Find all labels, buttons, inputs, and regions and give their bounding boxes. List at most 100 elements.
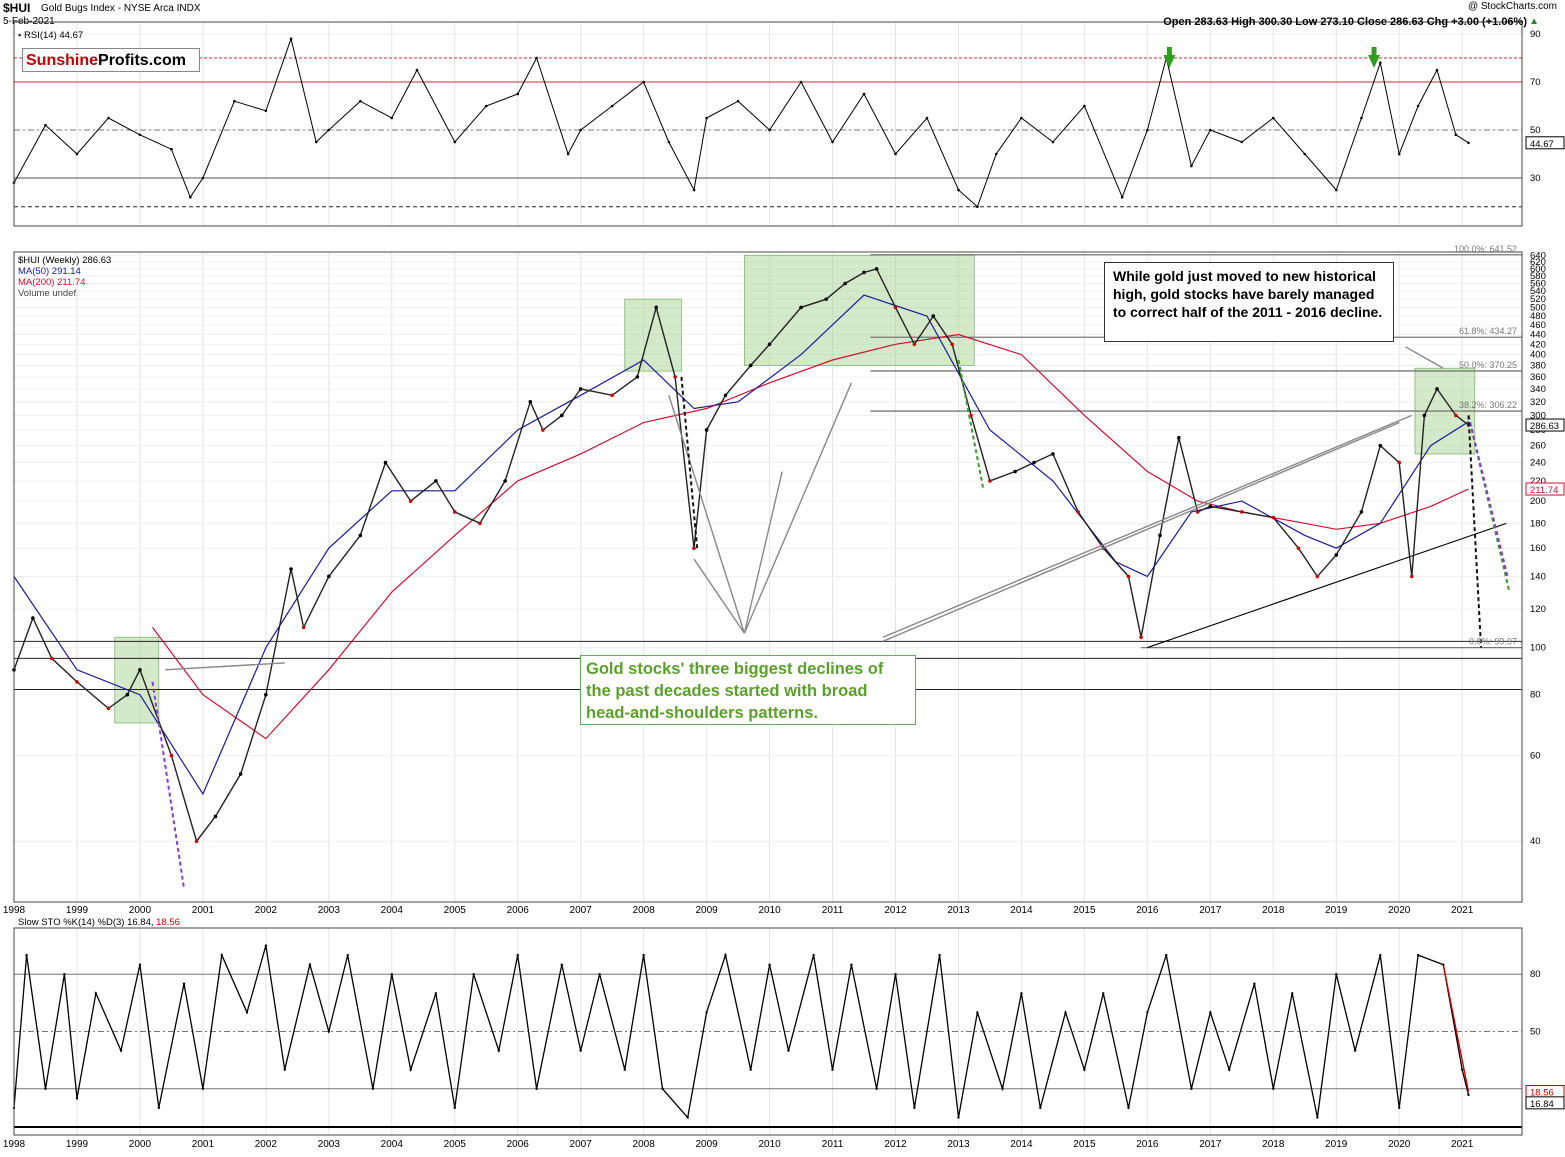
sto-k-point — [182, 982, 186, 985]
x-tick-label: 2003 — [318, 905, 341, 916]
price-point — [264, 692, 268, 697]
rsi-point — [415, 68, 419, 72]
x-tick-label: 1999 — [66, 1139, 89, 1150]
ma200-line — [152, 333, 1469, 740]
price-point — [1032, 460, 1036, 465]
sto-k-point — [705, 1011, 708, 1014]
sto-k-point — [1001, 1087, 1004, 1091]
price-point — [692, 546, 696, 551]
rsi-point — [705, 116, 708, 120]
x-tick-label: 2011 — [822, 1139, 844, 1150]
rsi-point — [894, 152, 897, 156]
price-point — [169, 753, 174, 758]
price-tick-label: 140 — [1530, 571, 1546, 582]
projection-purple — [1467, 415, 1509, 577]
rsi-point — [201, 176, 205, 180]
sto-k-point — [913, 1106, 916, 1110]
price-point — [194, 839, 199, 844]
sto-k-point — [831, 1068, 834, 1071]
rsi-legend: ▪ RSI(14) 44.67 — [18, 30, 84, 41]
sto-k-point — [686, 1116, 689, 1119]
price-tick-label: 400 — [1530, 350, 1546, 361]
annotation-lines — [151, 47, 1511, 889]
price-point — [75, 680, 79, 684]
sto-k-point — [157, 1106, 161, 1110]
rsi-point — [799, 80, 803, 84]
sto-k-point — [724, 953, 727, 957]
reference-lines — [14, 57, 1522, 1128]
sto-k-point — [1416, 953, 1420, 957]
price-point — [893, 305, 898, 310]
price-tick-label: 420 — [1530, 339, 1546, 350]
price-point — [748, 363, 753, 368]
price-point — [327, 574, 331, 579]
support-trendline — [1147, 522, 1507, 649]
price-tick-label: 480 — [1530, 311, 1546, 322]
sto-k-point — [661, 1087, 664, 1091]
hs-zone — [624, 298, 682, 372]
price-point — [1177, 435, 1181, 440]
price-point — [1076, 510, 1080, 514]
sto-k-point — [642, 953, 645, 957]
hs-zone — [114, 636, 160, 724]
sto-k-point — [516, 953, 519, 957]
price-tick-label: 620 — [1530, 257, 1546, 268]
rsi-point — [1416, 104, 1420, 108]
index-name: Gold Bugs Index - NYSE Arca INDX — [41, 3, 201, 14]
price-point — [106, 706, 111, 711]
price-tick-label: 220 — [1530, 476, 1546, 487]
x-tick-label: 2014 — [1010, 905, 1033, 916]
price-point — [1158, 533, 1162, 538]
sto-k-point — [1228, 1068, 1231, 1071]
stochastic-legend: Slow STO %K(14) %D(3) 16.84, 18.56 — [18, 917, 180, 928]
sto-k-point — [390, 973, 393, 976]
ma200-tag: 211.74 — [1530, 485, 1558, 496]
pointer-line — [1405, 346, 1444, 369]
rsi-point — [264, 109, 268, 113]
projection-green — [957, 359, 985, 491]
rsi-point — [359, 99, 362, 103]
down-arrow-icon — [1166, 47, 1172, 56]
sto-k-point — [119, 1049, 123, 1052]
price-point — [988, 479, 992, 483]
sto-k-point — [938, 953, 941, 957]
x-tick-label: 2011 — [822, 905, 844, 916]
fib-level-label: 50.0%: 370.25 — [1459, 360, 1517, 370]
rsi-point — [1334, 188, 1338, 192]
rsi-point — [453, 140, 457, 144]
copyright: @ StockCharts.com — [1467, 1, 1557, 12]
sto-k-point — [94, 992, 98, 995]
sto-k-point — [1467, 1093, 1470, 1097]
x-tick-label: 2010 — [758, 905, 781, 916]
x-tick-label: 2019 — [1325, 905, 1348, 916]
rsi-tag: 44.67 — [1530, 139, 1554, 150]
price-tick-label: 200 — [1530, 496, 1546, 507]
x-tick-label: 2004 — [381, 905, 404, 916]
price-point — [1271, 515, 1276, 520]
rsi-tick-label: 50 — [1530, 125, 1541, 136]
sto-k-point — [623, 1068, 626, 1071]
price-tick-label: 60 — [1530, 751, 1541, 762]
sto-k-point — [560, 963, 563, 966]
fib-level-label: 0.0%: 99.97 — [1469, 637, 1517, 647]
price-point — [49, 656, 54, 661]
rsi-point — [233, 99, 236, 103]
price-point — [1422, 413, 1427, 418]
rsi-point — [736, 99, 740, 103]
pointer-line — [693, 558, 745, 634]
price-point — [358, 533, 363, 538]
price-point — [1397, 460, 1402, 465]
rsi-point — [1209, 128, 1212, 132]
axis-labels: 1998199819991999200020002001200120022002… — [3, 29, 1565, 1150]
sto-k-point — [245, 1011, 249, 1014]
price-point — [1359, 510, 1364, 514]
x-tick-label: 2009 — [695, 1139, 718, 1150]
sto-k-line — [13, 945, 1470, 1119]
price-point — [610, 393, 614, 398]
rsi-point — [1435, 68, 1439, 72]
sto-k-point — [787, 1049, 790, 1052]
price-point — [289, 567, 293, 571]
sto-k-point — [1316, 1116, 1319, 1119]
x-tick-label: 2005 — [444, 1139, 467, 1150]
price-point — [1139, 635, 1143, 640]
